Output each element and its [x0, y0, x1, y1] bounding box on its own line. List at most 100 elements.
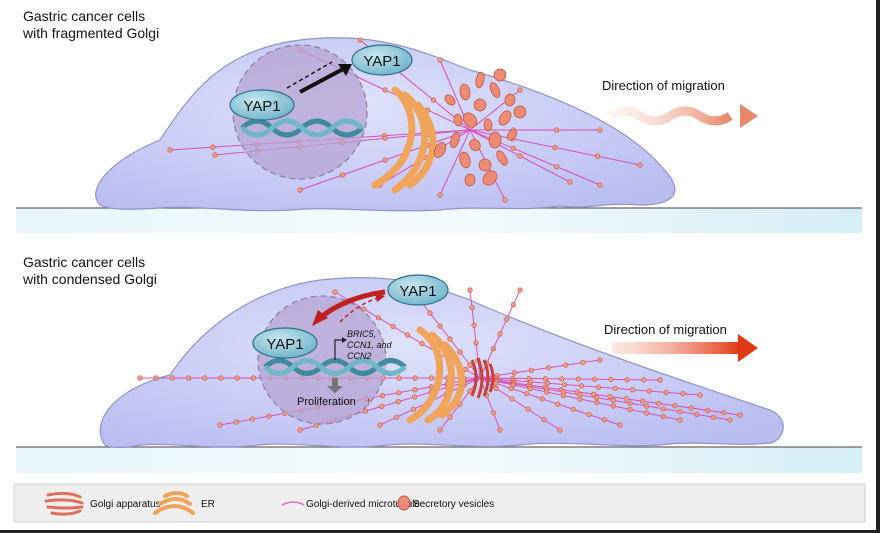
- microtubule-dot: [410, 406, 416, 412]
- microtubule-dot: [467, 388, 473, 394]
- microtubule-dot: [545, 380, 551, 386]
- secretory-vesicle: [496, 150, 508, 166]
- microtubule-dot: [510, 302, 516, 308]
- substrate-bottom: [16, 447, 862, 473]
- dna-top: [240, 118, 364, 138]
- microtubule-dot: [644, 410, 650, 416]
- yap1-cytoplasm-top: [351, 44, 413, 76]
- microtubule: [479, 377, 661, 381]
- microtubule-dot: [419, 341, 425, 347]
- top-panel: YAP1 YAP1 Gastric cancer cells with frag…: [16, 8, 862, 233]
- microtubule-dot: [591, 391, 597, 397]
- microtubule-dot: [637, 162, 643, 168]
- microtubule-dot: [680, 391, 686, 397]
- secretory-vesicle: [469, 138, 481, 152]
- microtubule: [479, 377, 621, 426]
- microtubule-dot: [562, 381, 568, 388]
- microtubule-dot: [249, 416, 256, 422]
- gene-label: CCN1, and: [347, 340, 393, 350]
- microtubule-dot: [377, 422, 383, 428]
- microtubule-dot: [539, 396, 545, 402]
- microtubule-dot: [412, 387, 418, 393]
- microtubule-dot: [657, 377, 663, 383]
- microtubule-dot: [727, 417, 733, 423]
- yap1-label: YAP1: [363, 53, 400, 70]
- microtubule-dot: [508, 385, 514, 392]
- microtubule-dot: [396, 375, 402, 381]
- microtubule-dot: [542, 376, 549, 382]
- yap1-label: YAP1: [266, 336, 303, 353]
- yap1-cytoplasm-bottom: [387, 274, 449, 306]
- microtubule-dot: [517, 153, 523, 159]
- microtubule-dot: [578, 383, 585, 389]
- yap-export-arrow: [299, 66, 346, 94]
- microtubule-dot: [437, 427, 443, 433]
- migration-label: Direction of migration: [604, 322, 727, 337]
- panel-title-line2: with fragmented Golgi: [22, 25, 159, 41]
- microtubule-dot: [555, 401, 561, 407]
- microtubule-dot: [624, 377, 630, 383]
- microtubule-dot: [437, 192, 443, 198]
- legend-label: Secretory vesicles: [413, 499, 494, 510]
- er-top: [371, 86, 437, 194]
- yap-import-arrow: [318, 289, 386, 320]
- secretory-vesicle: [444, 94, 456, 106]
- microtubule-dot: [694, 411, 700, 418]
- microtubule-dot: [490, 410, 496, 416]
- microtubule-dot: [559, 376, 565, 382]
- microtubule-dot: [660, 406, 666, 412]
- microtubule-dot: [577, 396, 583, 402]
- microtubule-dot: [570, 406, 576, 412]
- bottom-panel: YAP1 YAP1 BRIC5, CCN1, and CCN2 Prolifer…: [16, 254, 862, 473]
- microtubule-dot: [404, 332, 411, 338]
- microtubule-dot: [266, 413, 272, 419]
- microtubule-dot: [677, 417, 683, 423]
- microtubule-dot: [437, 323, 443, 329]
- microtubule: [479, 377, 701, 396]
- microtubule-dot: [167, 147, 173, 153]
- microtubule-dot: [467, 287, 473, 293]
- microtubule-dot: [332, 289, 338, 295]
- secretory-vesicle: [478, 158, 492, 172]
- microtubule: [479, 377, 731, 421]
- secretory-vesicle: [504, 93, 516, 107]
- microtubule-dot: [510, 145, 516, 151]
- fragmented-golgi-vesicles: [433, 68, 527, 187]
- microtubule-dot: [497, 427, 503, 433]
- migration-arrow-bottom: [612, 342, 740, 354]
- microtubule-dot: [169, 375, 175, 381]
- panel-title-line2: with condensed Golgi: [22, 271, 157, 287]
- microtubule-dot: [396, 390, 402, 396]
- microtubule-dot: [591, 376, 598, 382]
- microtubule-dot: [234, 375, 240, 381]
- microtubule-dot: [623, 396, 629, 402]
- microtubule-dot: [721, 410, 727, 416]
- microtubule-dot: [218, 375, 224, 381]
- golgi-icon: [44, 491, 84, 516]
- yap1-nucleus-bottom: [252, 327, 318, 359]
- microtubule-dot: [412, 375, 418, 381]
- secretory-vesicle: [483, 118, 493, 132]
- microtubule-dot: [447, 336, 453, 342]
- secretory-vesicle: [433, 142, 447, 158]
- microtubule-dot: [594, 395, 600, 401]
- microtubule-dot: [509, 396, 515, 402]
- condensed-golgi: [470, 357, 495, 399]
- microtubule-dot: [457, 349, 463, 355]
- microtubule-dot: [428, 375, 435, 381]
- microtubule-dot: [580, 359, 586, 366]
- secretory-vesicle: [482, 170, 498, 186]
- microtubule-dot: [617, 422, 623, 428]
- secretory-vesicle: [473, 98, 487, 112]
- microtubule-dot: [357, 37, 363, 43]
- microtubule-dot: [375, 315, 382, 321]
- microtubule-dot: [511, 370, 517, 376]
- substrate-top: [16, 208, 862, 233]
- microtubule-dot: [629, 387, 635, 393]
- microtubule-dot: [595, 384, 602, 390]
- microtubule-dot: [639, 398, 646, 404]
- microtubule-dot: [610, 397, 616, 404]
- migration-arrow-top: [607, 106, 733, 126]
